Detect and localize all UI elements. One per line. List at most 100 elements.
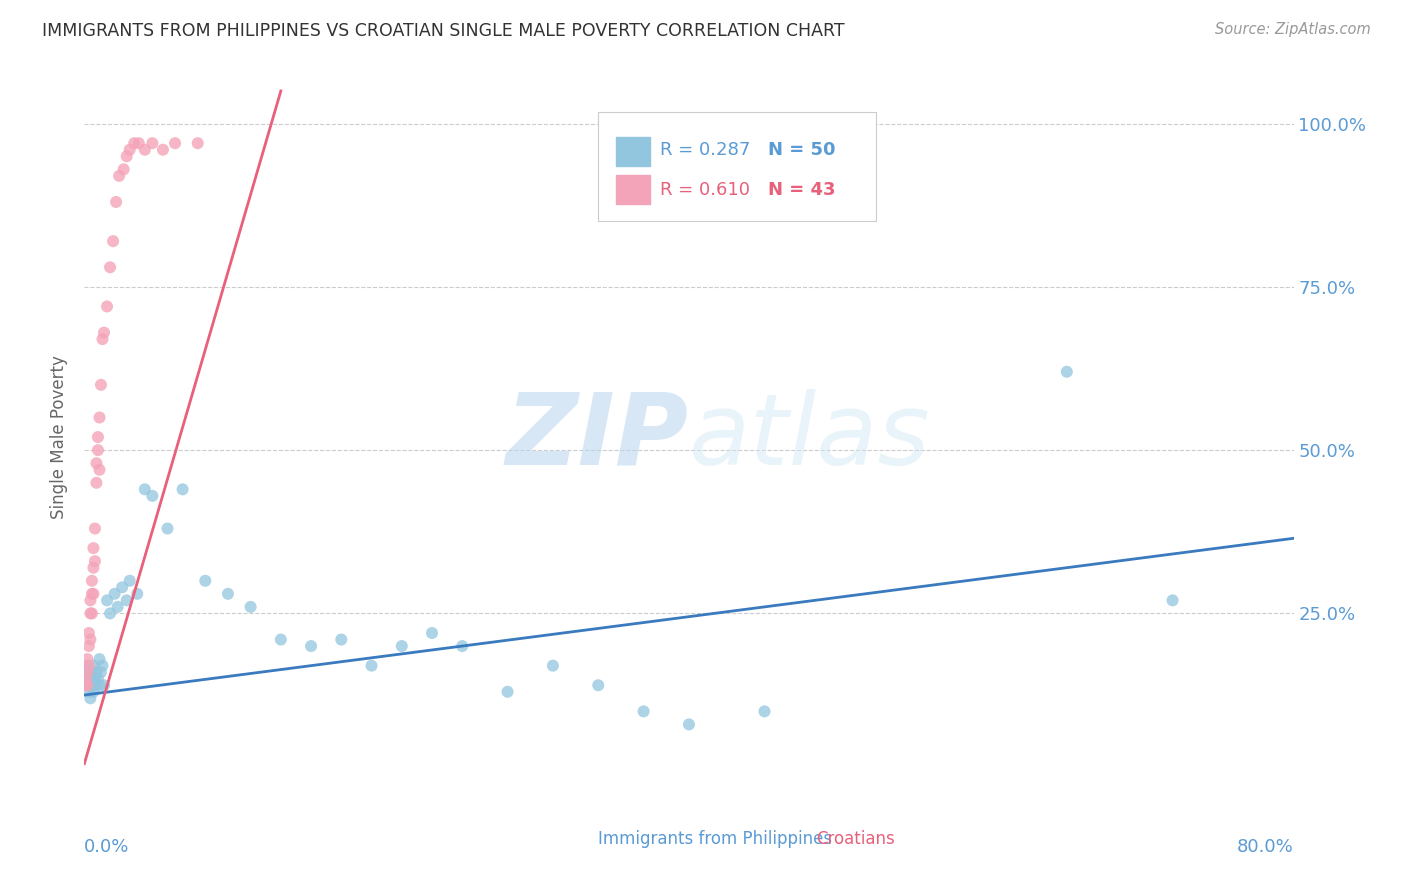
Point — [89, 463, 111, 477]
Text: Immigrants from Philippines: Immigrants from Philippines — [599, 830, 832, 847]
Point — [77, 665, 100, 680]
Bar — [616, 137, 650, 167]
Point — [77, 658, 100, 673]
Point — [98, 260, 121, 275]
Point — [96, 300, 118, 314]
Point — [105, 194, 128, 209]
Point — [76, 678, 98, 692]
Point — [90, 377, 112, 392]
Point — [89, 652, 111, 666]
Point — [391, 639, 413, 653]
Point — [270, 632, 292, 647]
Point — [93, 326, 115, 340]
Text: N = 43: N = 43 — [768, 181, 835, 199]
Point — [330, 632, 353, 647]
Point — [87, 672, 110, 686]
Point — [91, 332, 114, 346]
Point — [496, 685, 519, 699]
Point — [1056, 365, 1078, 379]
Point — [89, 410, 111, 425]
Point — [127, 587, 149, 601]
Point — [115, 149, 138, 163]
Point — [588, 678, 610, 692]
Point — [1161, 593, 1184, 607]
Point — [128, 136, 150, 151]
Point — [82, 560, 104, 574]
Point — [111, 580, 134, 594]
Point — [96, 593, 118, 607]
Text: R = 0.287: R = 0.287 — [659, 141, 751, 160]
Point — [80, 587, 103, 601]
Point — [77, 626, 100, 640]
Point — [108, 169, 131, 183]
Point — [115, 593, 138, 607]
Point — [360, 658, 382, 673]
Point — [420, 626, 443, 640]
Point — [75, 678, 97, 692]
Point — [79, 672, 101, 686]
Point — [141, 489, 163, 503]
Point — [80, 678, 103, 692]
Point — [451, 639, 474, 653]
Point — [75, 672, 97, 686]
Point — [80, 665, 103, 680]
Point — [80, 574, 103, 588]
Point — [239, 599, 262, 614]
Point — [156, 521, 179, 535]
Point — [194, 574, 217, 588]
Point — [89, 678, 111, 692]
Point — [84, 678, 107, 692]
Text: Croatians: Croatians — [815, 830, 894, 847]
Point — [217, 587, 239, 601]
Point — [76, 658, 98, 673]
Point — [104, 587, 127, 601]
Point — [76, 652, 98, 666]
Point — [80, 607, 103, 621]
Text: 0.0%: 0.0% — [84, 838, 129, 856]
Point — [86, 665, 108, 680]
FancyBboxPatch shape — [599, 112, 876, 221]
Point — [98, 607, 121, 621]
Point — [187, 136, 209, 151]
Point — [87, 430, 110, 444]
Point — [87, 443, 110, 458]
Point — [141, 136, 163, 151]
Point — [77, 685, 100, 699]
Point — [118, 143, 141, 157]
Point — [754, 705, 776, 719]
Point — [633, 705, 655, 719]
Bar — [616, 175, 650, 204]
Bar — [562, 827, 592, 850]
Bar — [780, 827, 810, 850]
Point — [84, 521, 107, 535]
Point — [118, 574, 141, 588]
Point — [93, 678, 115, 692]
Point — [122, 136, 145, 151]
Point — [86, 456, 108, 470]
Point — [107, 599, 129, 614]
Point — [101, 234, 124, 248]
Point — [79, 691, 101, 706]
Point — [75, 672, 97, 686]
Point — [152, 143, 174, 157]
Point — [86, 475, 108, 490]
Point — [134, 483, 156, 497]
Text: 80.0%: 80.0% — [1237, 838, 1294, 856]
Point — [82, 658, 104, 673]
Point — [84, 672, 107, 686]
Text: atlas: atlas — [689, 389, 931, 485]
Point — [134, 143, 156, 157]
Text: ZIP: ZIP — [506, 389, 689, 485]
Point — [82, 541, 104, 555]
Point — [77, 639, 100, 653]
Text: Source: ZipAtlas.com: Source: ZipAtlas.com — [1215, 22, 1371, 37]
Point — [76, 678, 98, 692]
Text: N = 50: N = 50 — [768, 141, 835, 160]
Point — [678, 717, 700, 731]
Point — [91, 658, 114, 673]
Y-axis label: Single Male Poverty: Single Male Poverty — [51, 355, 69, 519]
Point — [82, 587, 104, 601]
Point — [76, 665, 98, 680]
Text: R = 0.610: R = 0.610 — [659, 181, 749, 199]
Point — [84, 554, 107, 568]
